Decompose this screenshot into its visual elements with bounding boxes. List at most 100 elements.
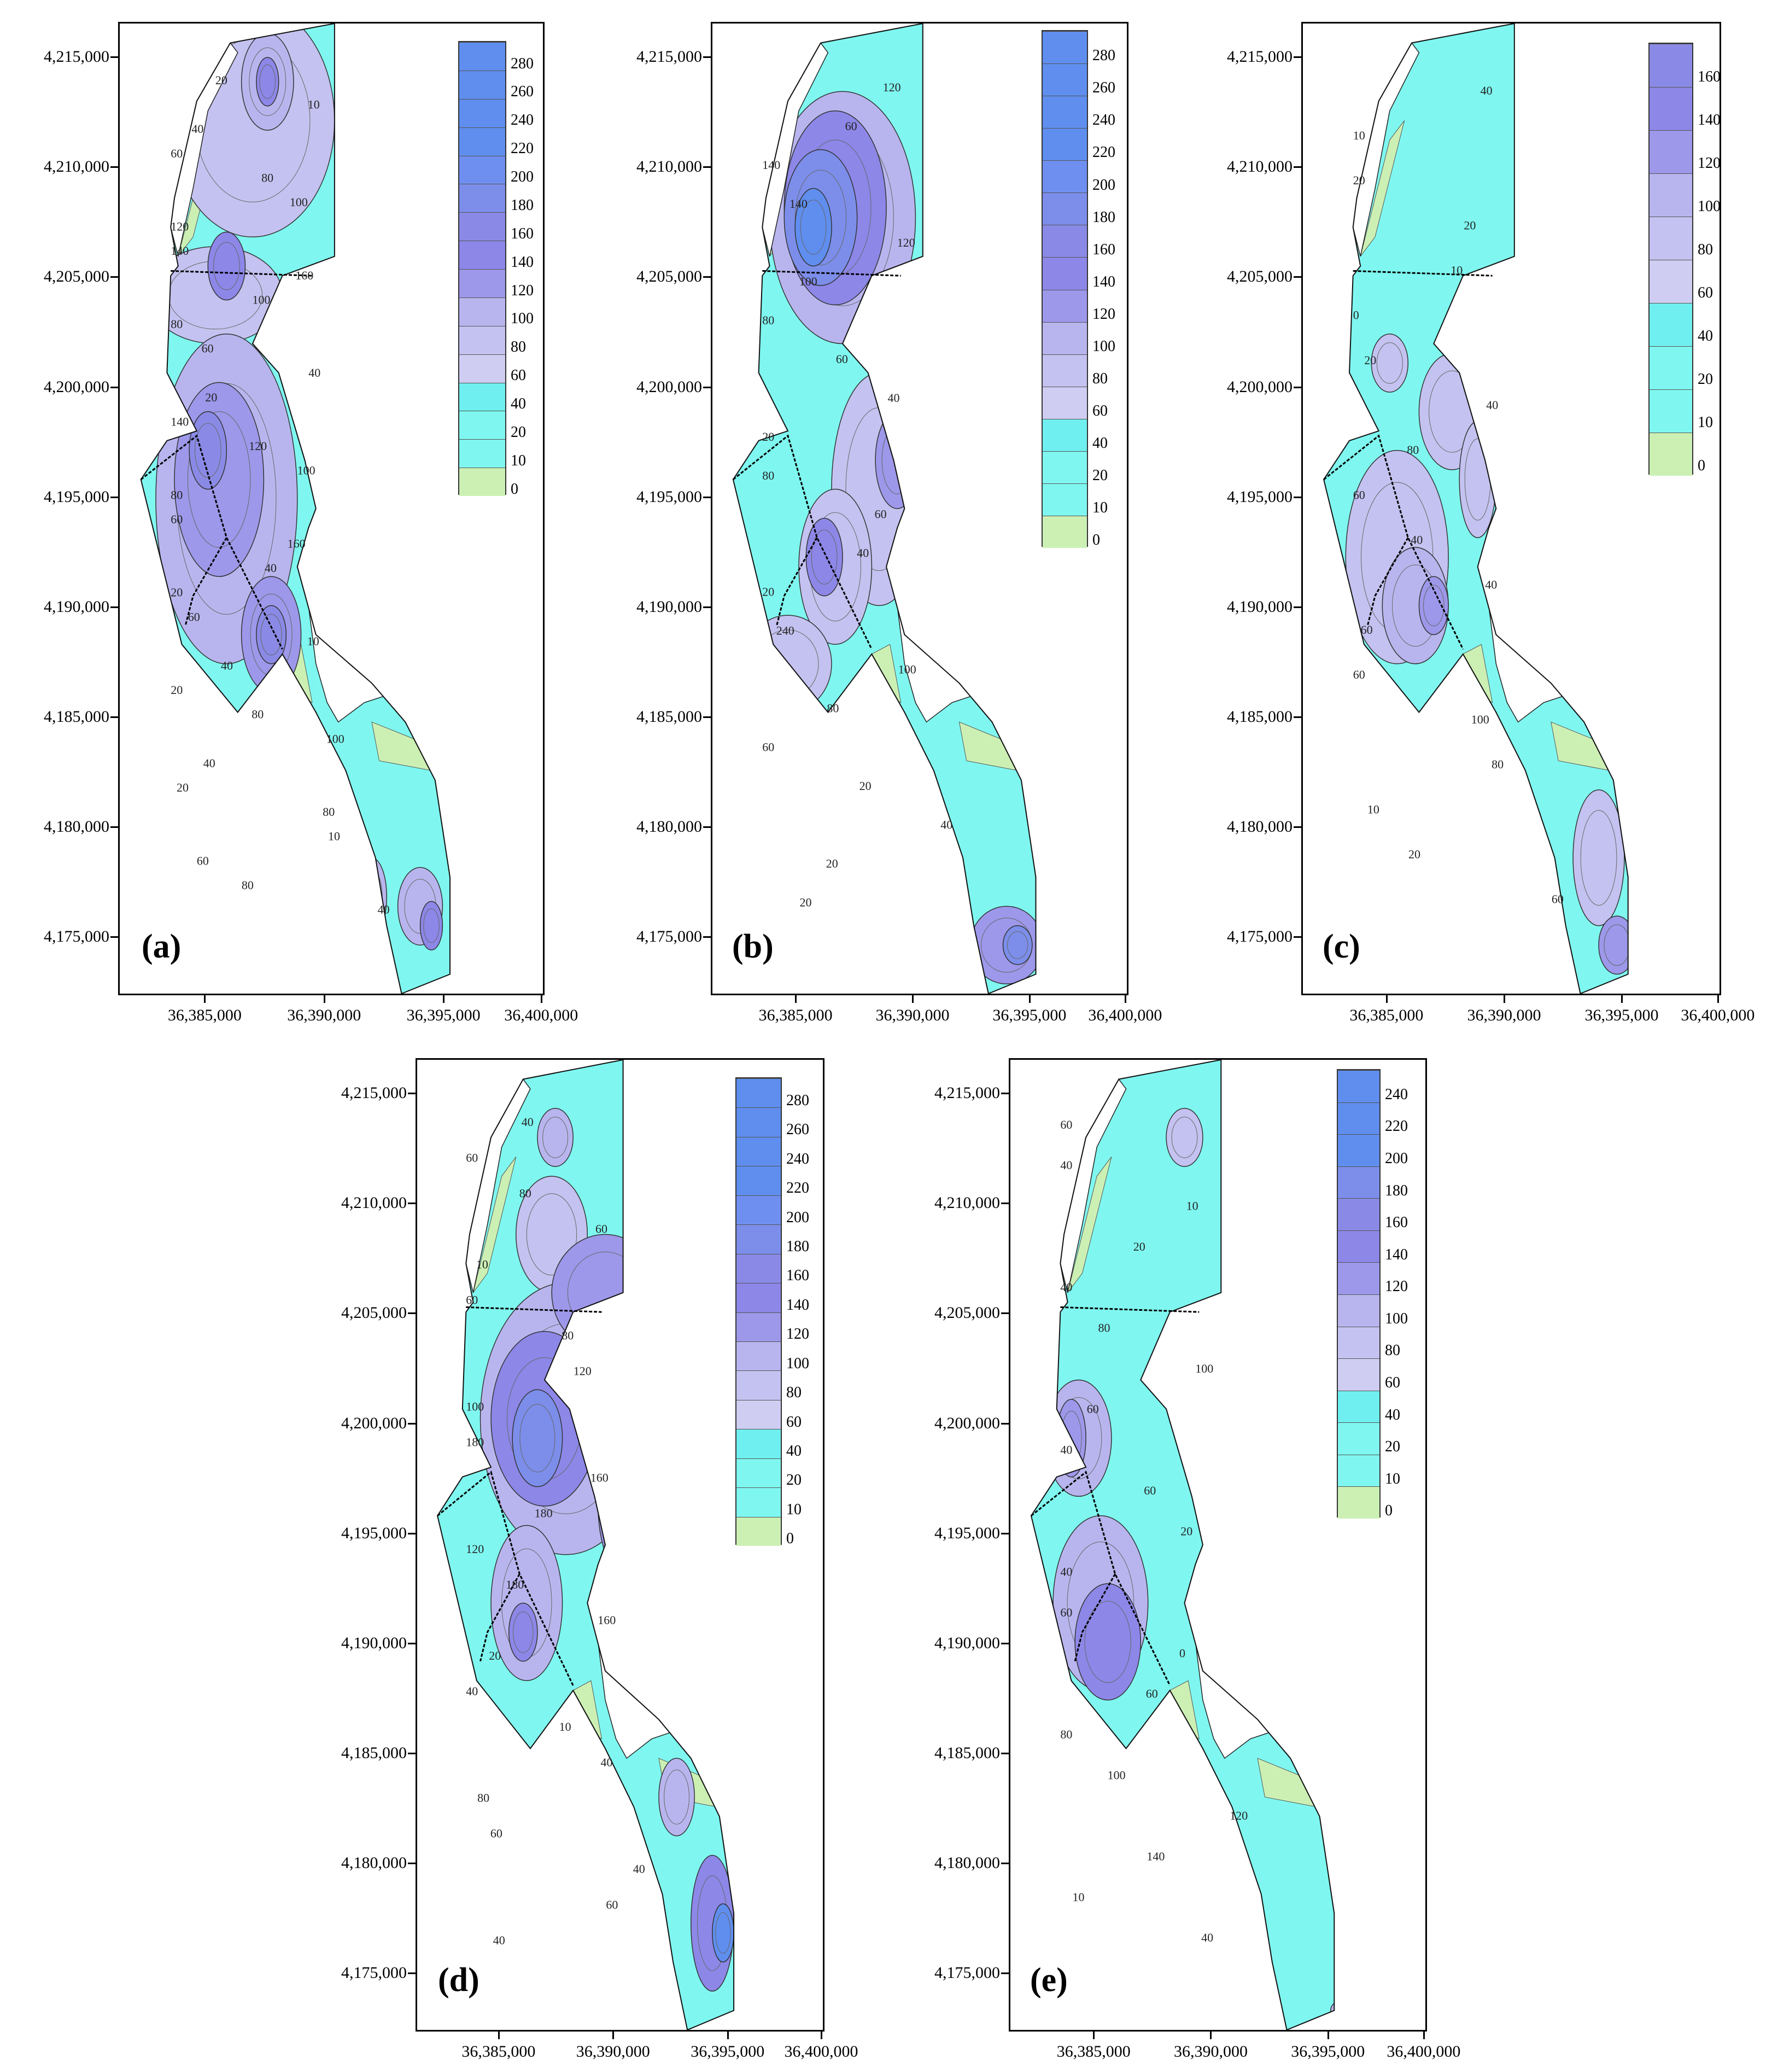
study-area-outline	[732, 24, 1037, 994]
y-tick-label: 4,215,000	[636, 48, 702, 66]
map-frame: 40 10 20 20 10 0 20 40 80 60 40 40 60 60 100 80 10 20 60	[1301, 22, 1721, 995]
zone-boundary	[171, 270, 313, 277]
y-tick	[408, 1312, 416, 1315]
contour-label: 20	[205, 390, 217, 404]
contour-label: 80	[762, 469, 774, 482]
y-tick	[408, 1422, 416, 1425]
x-tick-label: 36,395,000	[1291, 2042, 1365, 2061]
contour-label: 80	[1060, 1727, 1072, 1741]
contour-label: 60	[1060, 1606, 1072, 1619]
y-tick-label: 4,175,000	[44, 927, 109, 946]
x-tick-label: 36,400,000	[1387, 2042, 1461, 2061]
y-tick	[703, 386, 711, 388]
contour-label: 60	[202, 342, 214, 355]
contour-label: 40	[1201, 1931, 1213, 1945]
y-tick	[703, 826, 711, 828]
legend-swatch	[1650, 217, 1692, 260]
x-tick-label: 36,395,000	[406, 1006, 481, 1024]
legend-value: 240	[1385, 1085, 1408, 1103]
y-tick-label: 4,185,000	[1227, 707, 1293, 726]
contour-zone	[1330, 2000, 1335, 2021]
zone-boundary	[776, 537, 818, 626]
isoline	[1604, 924, 1628, 966]
contour-label: 100	[290, 195, 308, 209]
contour-label: 20	[1180, 1524, 1192, 1538]
legend-swatch	[736, 1312, 781, 1341]
contour-label: 80	[171, 488, 183, 501]
isoline	[1423, 585, 1444, 627]
contour-label: 160	[598, 1613, 616, 1627]
zone-boundary	[1060, 1306, 1200, 1313]
legend-swatch	[459, 70, 505, 99]
legend-value: 10	[511, 452, 526, 469]
legend-swatch	[736, 1078, 781, 1108]
contour-zone	[323, 343, 361, 402]
legend-value: 40	[511, 395, 526, 412]
contour-label: 20	[177, 781, 189, 795]
legend-swatch	[1043, 128, 1087, 161]
contour-label: 160	[288, 537, 306, 551]
contour-label: 40	[1411, 533, 1423, 546]
isoline	[249, 47, 286, 116]
contour-label: 40	[601, 1755, 613, 1769]
y-tick	[1294, 826, 1301, 828]
study-area-outline	[140, 24, 451, 994]
legend-swatch	[736, 1341, 781, 1371]
contour-label: 140	[762, 158, 780, 172]
contour-label: 120	[249, 439, 267, 453]
contour-label: 10	[1367, 802, 1379, 816]
y-tick-label: 4,185,000	[934, 1743, 1000, 1762]
contour-label: 40	[1060, 1443, 1072, 1457]
y-tick-label: 4,180,000	[44, 818, 109, 836]
study-area-outline	[437, 1060, 735, 2030]
y-tick-label: 4,195,000	[341, 1524, 407, 1542]
contour-label: 60	[1146, 1687, 1158, 1701]
color-legend	[1337, 1069, 1381, 1519]
y-tick-label: 4,175,000	[636, 927, 702, 946]
legend-swatch	[736, 1107, 781, 1137]
y-tick	[1294, 936, 1301, 938]
y-tick-label: 4,190,000	[1227, 597, 1293, 616]
y-tick	[1294, 276, 1301, 278]
legend-value: 160	[786, 1267, 809, 1285]
y-tick	[703, 56, 711, 59]
y-tick-label: 4,175,000	[934, 1964, 1000, 1982]
y-tick-label: 4,215,000	[341, 1084, 407, 1102]
y-tick-label: 4,205,000	[44, 267, 109, 286]
contour-label: 60	[197, 854, 209, 867]
y-tick	[408, 1532, 416, 1534]
y-tick-label: 4,200,000	[1227, 377, 1293, 396]
x-tick	[1210, 2032, 1212, 2039]
contour-label: 40	[265, 561, 277, 575]
y-tick	[703, 496, 711, 498]
low-value-zone	[472, 1157, 517, 1293]
legend-swatch	[1650, 346, 1692, 389]
y-tick	[110, 386, 118, 388]
y-tick	[1001, 1863, 1009, 1865]
legend-swatch	[1650, 173, 1692, 217]
legend-swatch	[1650, 303, 1692, 346]
x-tick	[323, 995, 325, 1003]
legend-value: 220	[511, 140, 534, 157]
legend-swatch	[1338, 1390, 1379, 1423]
legend-swatch	[736, 1136, 781, 1166]
y-tick-label: 4,180,000	[636, 818, 702, 836]
isoline	[811, 529, 838, 585]
contour-label: 40	[1060, 1280, 1072, 1294]
legend-value: 200	[1385, 1150, 1408, 1167]
contour-label: 40	[1060, 1158, 1072, 1172]
y-tick	[1294, 56, 1301, 59]
contour-label: 120	[1230, 1809, 1248, 1823]
y-tick	[110, 826, 118, 828]
y-tick	[703, 166, 711, 168]
legend-value: 10	[786, 1501, 802, 1518]
contour-label: 80	[1407, 443, 1419, 457]
legend-value: 240	[1092, 112, 1115, 129]
x-tick	[1385, 995, 1388, 1003]
contour-label: 20	[762, 430, 774, 443]
zone-boundary	[732, 434, 873, 650]
y-tick	[110, 936, 118, 938]
isoline	[542, 1117, 569, 1158]
study-area-outline	[1323, 24, 1629, 994]
